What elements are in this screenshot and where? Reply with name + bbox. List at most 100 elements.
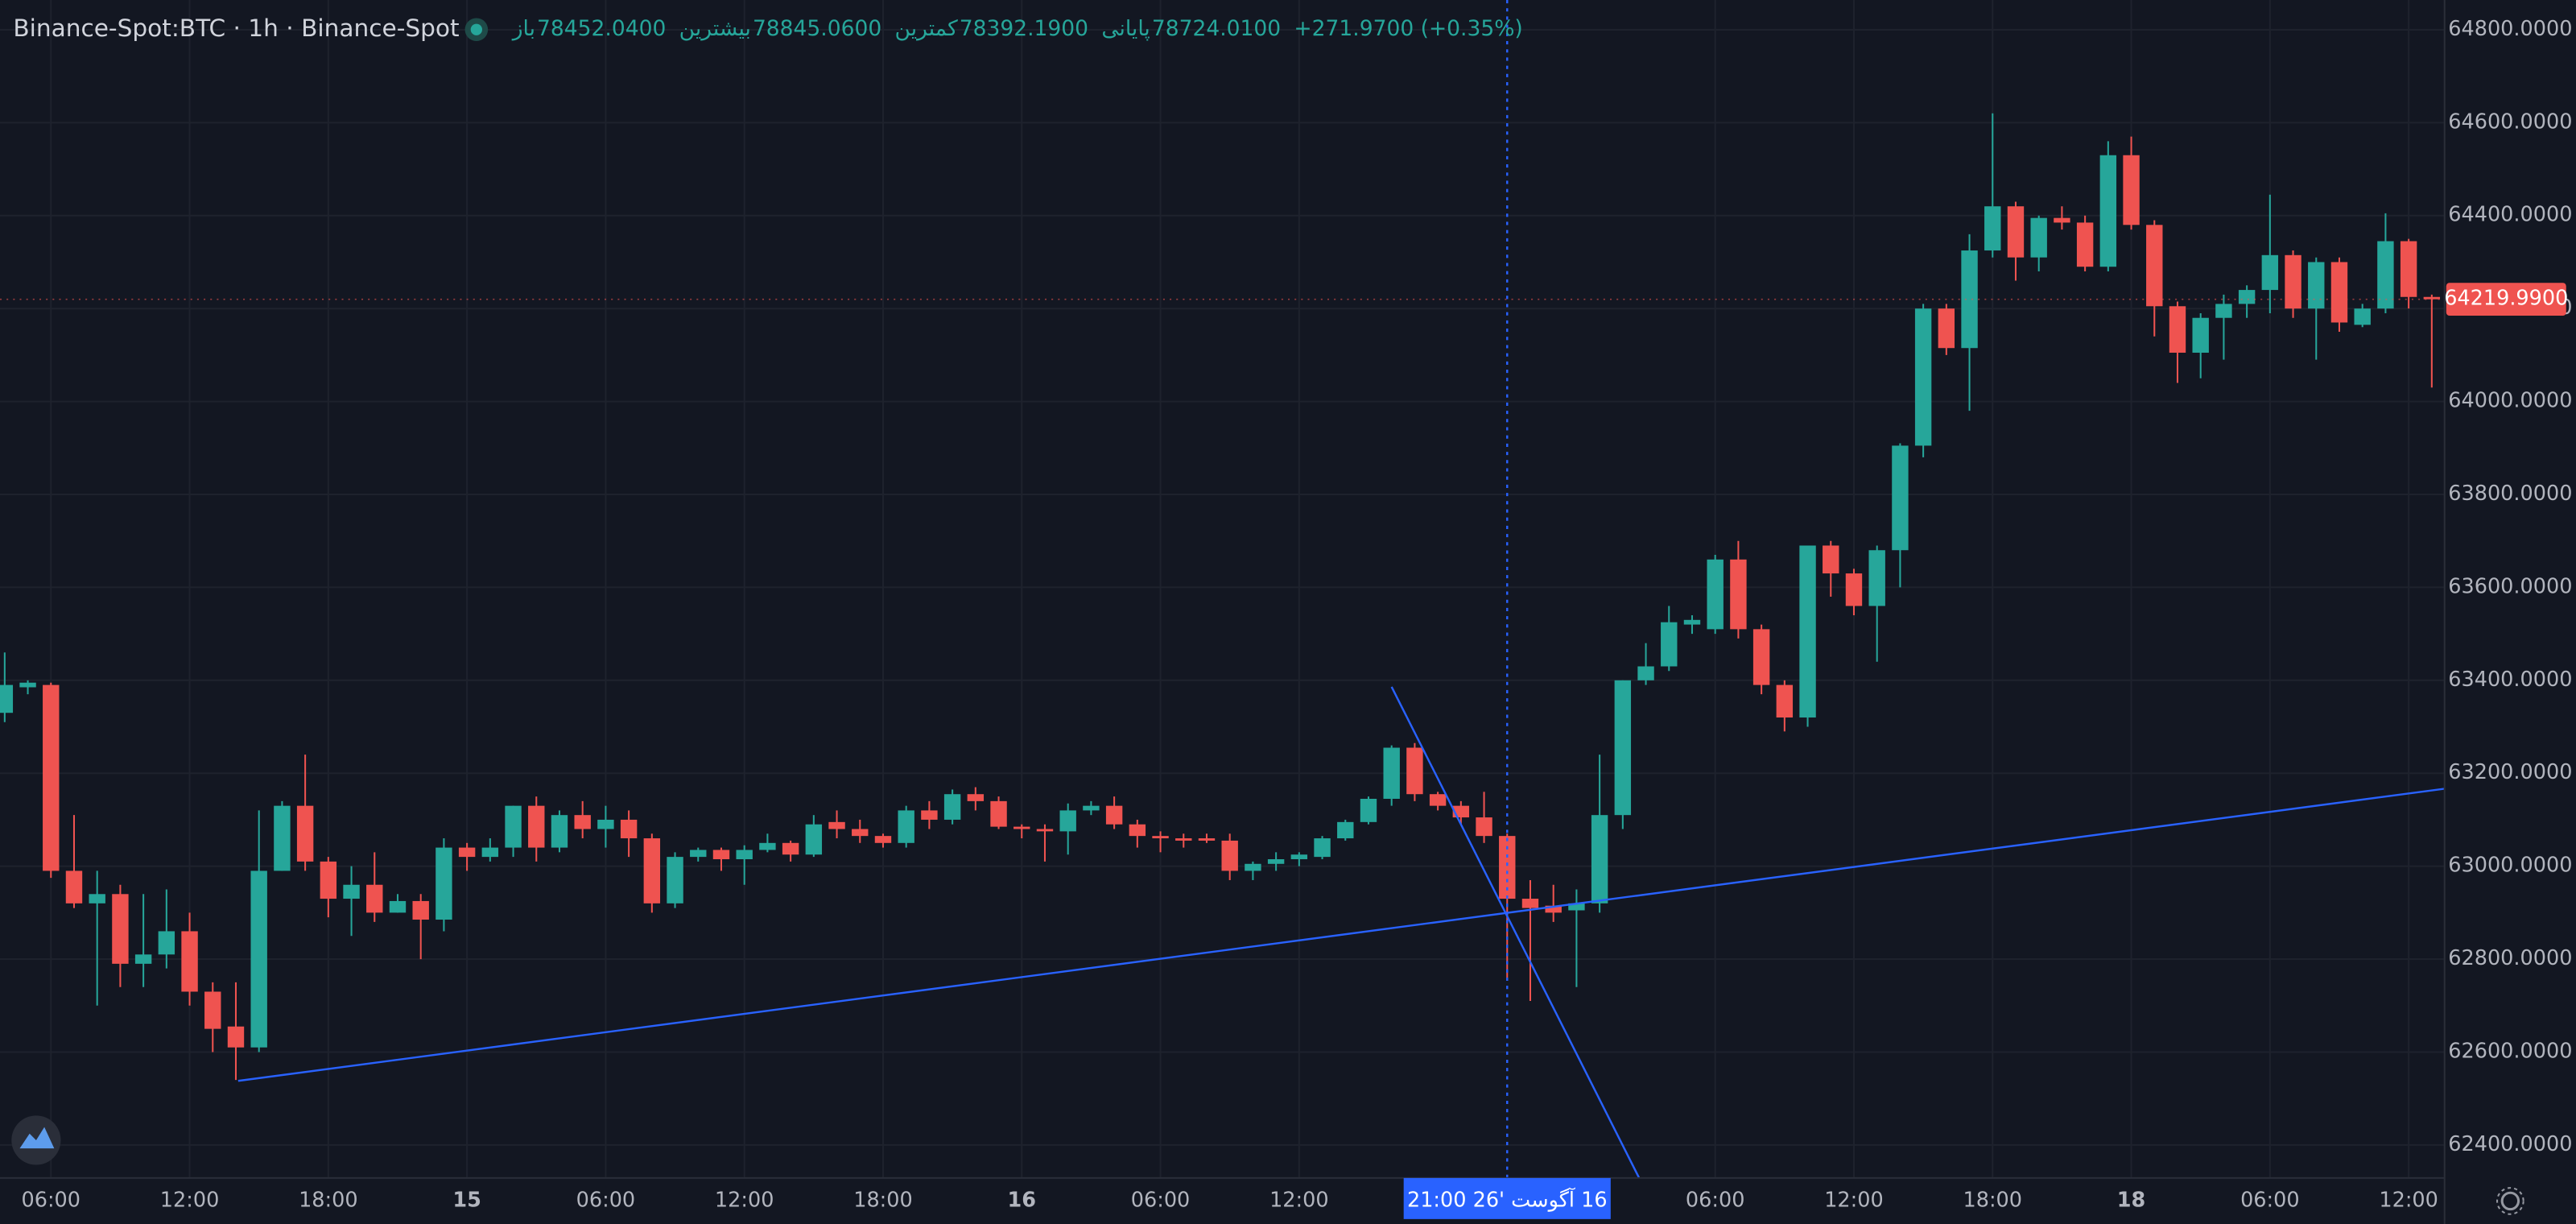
candle-body [2261, 254, 2279, 291]
candle-body [2054, 217, 2070, 223]
candle-body [2146, 225, 2163, 307]
x-tick-label: 18:00 [853, 1188, 913, 1212]
candle-body [690, 850, 707, 858]
x-tick-label: 18 [2117, 1188, 2146, 1212]
candle-body [1914, 308, 1932, 446]
candle-body [0, 684, 14, 713]
header: Binance-Spot:BTC · 1h · Binance-Spot باز… [13, 14, 1522, 42]
logo[interactable] [11, 1115, 61, 1165]
y-tick-label: 63000.0000 [2448, 854, 2572, 878]
settings-button[interactable] [2496, 1187, 2524, 1215]
y-tick-label: 62600.0000 [2448, 1039, 2572, 1063]
candle-body [343, 884, 360, 899]
candle-body [1221, 840, 1238, 871]
candle-body [828, 821, 845, 829]
x-tick-label: 18:00 [299, 1188, 358, 1212]
candle-body [1245, 863, 1261, 871]
legend-label: کمترین [895, 16, 959, 41]
y-tick-label: 64600.0000 [2448, 110, 2572, 134]
last-price-box [2446, 283, 2566, 316]
candle-body [1752, 629, 1770, 685]
candle-body [1521, 899, 1539, 908]
candle-body [921, 810, 938, 820]
candle-body [643, 838, 661, 904]
candle-body [481, 847, 499, 858]
x-tick-label: 12:00 [2379, 1188, 2438, 1212]
candle-body [1499, 836, 1516, 899]
candle-body [736, 850, 753, 860]
trendline [237, 788, 2445, 1082]
candle-body [1198, 838, 1216, 841]
candle-body [2169, 306, 2186, 353]
legend-label: باز [511, 16, 535, 41]
candle-body [1683, 619, 1701, 625]
candle-body [389, 900, 407, 913]
candle-body [1429, 794, 1447, 806]
crosshair-label-box [1403, 1177, 1611, 1219]
candle-body [366, 884, 383, 913]
trendline [1390, 686, 1641, 1178]
x-tick-label: 12:00 [1824, 1188, 1884, 1212]
candle-body [1545, 905, 1562, 913]
candle-body [1129, 824, 1146, 837]
candle-body [1984, 206, 2001, 251]
candle-body [1776, 684, 1794, 717]
candle-body [1083, 805, 1100, 811]
candle-body [759, 842, 776, 850]
candle-body [1105, 805, 1123, 825]
candle-body [2007, 206, 2025, 258]
y-tick-label: 64000.0000 [2448, 389, 2572, 413]
candle-body [1591, 815, 1608, 904]
candle-body [1290, 854, 1308, 860]
y-tick-label: 63400.0000 [2448, 668, 2572, 692]
candle-body [65, 870, 83, 904]
candle-body [112, 894, 129, 964]
x-tick-label: 18:00 [1963, 1188, 2023, 1212]
status-dot [470, 23, 482, 35]
candle-body [874, 836, 892, 843]
candle-body [181, 931, 198, 992]
candle-body [1406, 747, 1423, 795]
candle-body [967, 794, 985, 801]
legend-value: 78392.1900 [960, 16, 1088, 41]
candle-body [1036, 829, 1054, 832]
candle-body [227, 1026, 245, 1048]
candle-body [805, 824, 823, 855]
legend-label: بیشترین [679, 16, 751, 41]
y-tick-label: 64800.0000 [2448, 17, 2572, 41]
x-tick-label: 12:00 [160, 1188, 220, 1212]
y-tick-label: 63200.0000 [2448, 760, 2572, 784]
x-tick-label: 06:00 [576, 1188, 636, 1212]
candle-body [574, 815, 591, 829]
candle-body [2076, 222, 2094, 267]
candle-body [2099, 155, 2117, 267]
candle-body [1661, 622, 1678, 667]
candle-body [782, 842, 799, 855]
candle-body [597, 819, 614, 829]
y-tick-label: 64400.0000 [2448, 203, 2572, 227]
candle-body [2400, 241, 2417, 297]
candle-body [898, 810, 914, 843]
x-tick-label: 06:00 [2240, 1188, 2300, 1212]
candle-body [1059, 810, 1076, 832]
candle-body [1152, 836, 1169, 839]
candle-body [1314, 838, 1331, 858]
candle-body [551, 815, 568, 848]
candle-body [2215, 304, 2232, 318]
candle-body [274, 805, 291, 871]
candle-body [528, 805, 545, 848]
candle-body [1961, 250, 1978, 349]
candle-body [1568, 903, 1585, 911]
candle-body [2030, 217, 2047, 258]
candle-body [2238, 290, 2256, 304]
candle-body [2330, 262, 2348, 323]
candle-body [1799, 545, 1816, 717]
y-tick-label: 63600.0000 [2448, 574, 2572, 598]
candle-body [1337, 821, 1354, 839]
candle-body [134, 954, 152, 964]
candle-body [1614, 680, 1632, 816]
x-tick-label: 15 [452, 1188, 481, 1212]
